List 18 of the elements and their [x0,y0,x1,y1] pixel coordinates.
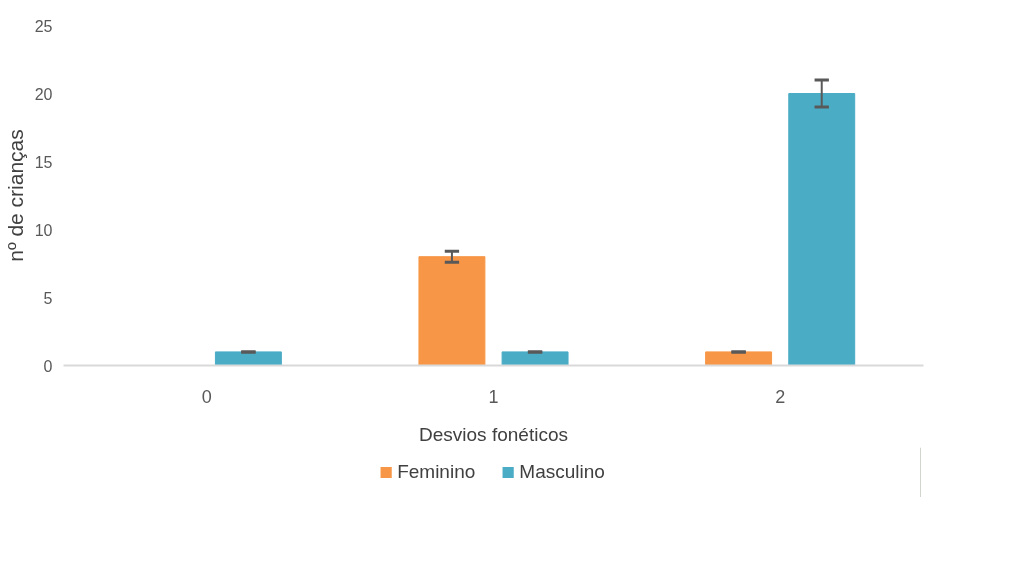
bar [705,351,773,366]
y-tick-label: 10 [34,221,53,239]
y-tick-label: 0 [43,357,53,375]
y-tick-label: 5 [43,289,53,307]
bar [418,256,486,366]
y-axis-title: nº de crianças [3,129,27,262]
legend-label: Feminino [397,461,476,483]
x-tick-label: 0 [201,386,212,407]
y-tick-label: 15 [34,153,53,171]
bar [788,93,856,366]
x-tick-label: 2 [775,386,786,407]
y-tick-label: 20 [34,85,53,103]
y-tick-label: 25 [34,17,53,35]
legend-label: Masculino [519,461,605,483]
x-axis-title: Desvios fonéticos [419,423,568,445]
bar [214,351,282,366]
x-tick-label: 1 [488,386,499,407]
bar [501,351,569,366]
